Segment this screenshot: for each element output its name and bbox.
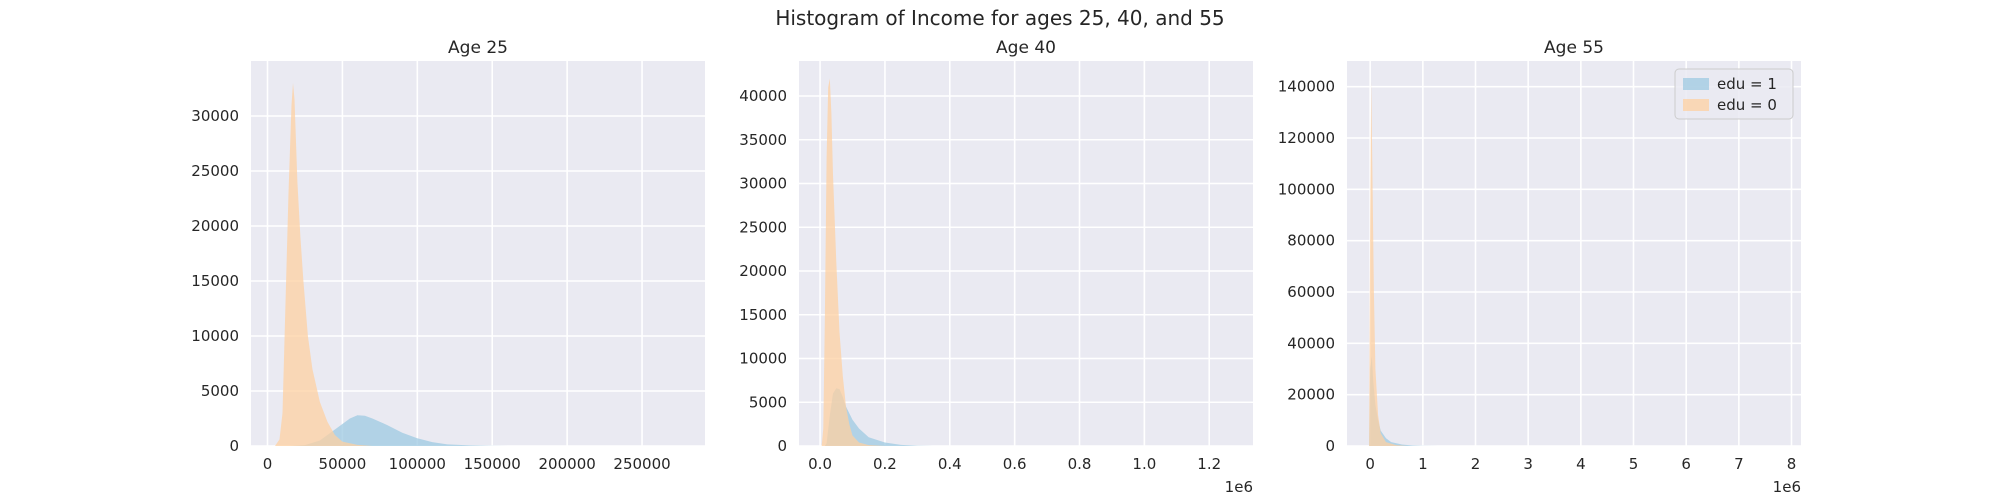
y-tick-label: 0	[777, 437, 787, 455]
x-tick-label: 0.4	[938, 455, 962, 473]
panel-title: Age 40	[996, 38, 1056, 58]
y-tick-label: 40000	[739, 87, 787, 105]
x-tick-label: 8	[1787, 455, 1797, 473]
legend-label: edu = 0	[1717, 96, 1777, 114]
legend-swatch	[1683, 78, 1709, 90]
panel-title: Age 55	[1544, 38, 1604, 58]
x-tick-label: 150000	[464, 455, 521, 473]
y-tick-label: 10000	[739, 350, 787, 368]
x-tick-label: 0.6	[1003, 455, 1027, 473]
y-tick-label: 10000	[191, 327, 239, 345]
y-tick-label: 0	[1325, 437, 1335, 455]
histogram-series-edu-0	[275, 83, 373, 446]
y-tick-label: 30000	[191, 107, 239, 125]
legend-swatch	[1683, 99, 1709, 111]
y-tick-label: 15000	[191, 272, 239, 290]
x-offset-label: 1e6	[1773, 478, 1801, 496]
x-tick-label: 100000	[389, 455, 446, 473]
x-tick-label: 0.8	[1068, 455, 1092, 473]
x-tick-label: 2	[1471, 455, 1481, 473]
y-tick-label: 20000	[1287, 386, 1335, 404]
x-tick-label: 50000	[319, 455, 367, 473]
panel-title: Age 25	[448, 38, 508, 58]
y-tick-label: 5000	[749, 393, 787, 411]
y-tick-label: 60000	[1287, 283, 1335, 301]
y-tick-label: 20000	[191, 217, 239, 235]
histogram-series-edu-1	[824, 388, 934, 446]
y-tick-label: 35000	[739, 131, 787, 149]
legend: edu = 1 edu = 0	[1674, 68, 1794, 120]
y-tick-label: 140000	[1278, 78, 1335, 96]
y-tick-label: 80000	[1287, 232, 1335, 250]
y-tick-label: 120000	[1278, 129, 1335, 147]
x-tick-label: 200000	[539, 455, 596, 473]
y-tick-label: 25000	[191, 162, 239, 180]
histogram-series-edu-0	[1369, 81, 1407, 446]
y-tick-label: 0	[229, 437, 239, 455]
x-tick-label: 3	[1523, 455, 1533, 473]
figure-suptitle: Histogram of Income for ages 25, 40, and…	[775, 6, 1225, 30]
histogram-series-edu-0	[821, 78, 885, 446]
x-tick-label: 0	[1365, 455, 1375, 473]
x-tick-label: 1	[1418, 455, 1428, 473]
x-tick-label: 7	[1734, 455, 1744, 473]
plot-area	[251, 61, 705, 446]
legend-label: edu = 1	[1717, 75, 1777, 93]
panel-age-40: Age 40 0.0 0.2 0.4 0.6 0.8 1.0 1.2 0 5000 10000 150…	[739, 38, 1253, 496]
plot-area	[799, 61, 1253, 446]
grid-lines	[251, 61, 705, 447]
histogram-series-edu-1	[290, 415, 530, 446]
x-tick-label: 250000	[613, 455, 670, 473]
panel-age-25: Age 25 0 50000 100000 150000 200000 250000 0 500…	[191, 38, 705, 473]
y-tick-label: 20000	[739, 262, 787, 280]
x-tick-label: 6	[1681, 455, 1691, 473]
y-tick-label: 5000	[201, 382, 239, 400]
y-tick-label: 30000	[739, 175, 787, 193]
y-tick-label: 40000	[1287, 334, 1335, 352]
y-tick-label: 100000	[1278, 180, 1335, 198]
x-tick-label: 1.0	[1132, 455, 1156, 473]
x-tick-label: 4	[1576, 455, 1586, 473]
x-offset-label: 1e6	[1225, 478, 1253, 496]
y-tick-label: 25000	[739, 218, 787, 236]
x-tick-label: 5	[1629, 455, 1639, 473]
x-tick-label: 1.2	[1197, 455, 1221, 473]
panel-age-55: Age 55 0 1 2 3 4 5 6 7 8 0 20000 40000 60000 80000 1000…	[1278, 38, 1801, 496]
x-tick-label: 0.2	[873, 455, 897, 473]
x-tick-label: 0.0	[808, 455, 832, 473]
grid-lines	[799, 61, 1253, 447]
y-tick-label: 15000	[739, 306, 787, 324]
x-tick-label: 0	[263, 455, 273, 473]
